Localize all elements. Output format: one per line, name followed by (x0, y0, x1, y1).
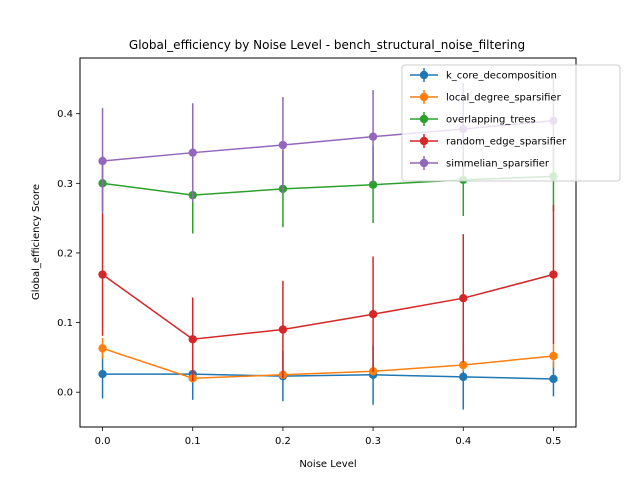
x-tick-label: 0.5 (546, 436, 562, 447)
y-tick-label: 0.0 (57, 388, 73, 399)
legend: k_core_decomposition local_degree_sparsif… (401, 64, 621, 182)
x-tick-label: 0.0 (95, 436, 111, 447)
data-point (368, 132, 378, 141)
chart-title: Global_efficiency by Noise Level - bench… (129, 38, 525, 52)
legend-box (401, 64, 621, 182)
data-point (459, 293, 468, 303)
series-random_edge_sparsifier (98, 204, 558, 382)
data-point (98, 156, 107, 166)
x-axis-label: Noise Level (299, 459, 356, 470)
x-tick-label: 0.1 (185, 436, 201, 447)
legend-label: simmelian_sparsifier (446, 159, 550, 170)
data-point (549, 351, 558, 361)
legend-marker (419, 158, 429, 168)
y-axis-label: Global_efficiency Score (31, 184, 42, 300)
data-point (278, 140, 288, 150)
data-point (98, 270, 107, 279)
legend-label: overlapping_trees (446, 115, 536, 126)
x-axis: 0.0 0.1 0.2 0.3 0.4 0.5 (95, 427, 562, 447)
legend-item: k_core_decomposition (410, 68, 557, 82)
y-tick-label: 0.2 (57, 248, 73, 259)
legend-marker (419, 92, 429, 102)
data-point (549, 270, 558, 279)
data-point (278, 325, 288, 334)
series-line (102, 347, 554, 380)
data-point (459, 372, 468, 382)
legend-marker (419, 114, 429, 124)
y-tick-label: 0.1 (57, 318, 73, 329)
data-point (98, 369, 107, 379)
legend-marker (419, 136, 429, 146)
legend-label: random_edge_sparsifier (446, 137, 567, 148)
data-point (188, 335, 197, 344)
data-point (368, 310, 378, 319)
x-tick-label: 0.2 (275, 436, 291, 447)
data-point (459, 360, 468, 370)
legend-marker (419, 70, 429, 80)
series-line (102, 273, 554, 341)
legend-item: simmelian_sparsifier (410, 156, 550, 170)
data-point (98, 344, 107, 353)
data-point (188, 148, 197, 157)
data-point (368, 180, 378, 189)
plot-frame (79, 57, 577, 428)
legend-item: overlapping_trees (410, 112, 536, 126)
y-tick-label: 0.3 (57, 179, 73, 190)
x-tick-label: 0.3 (365, 436, 381, 447)
legend-label: k_core_decomposition (446, 71, 557, 82)
legend-item: local_degree_sparsifier (410, 90, 562, 104)
y-axis: 0.0 0.1 0.2 0.3 0.4 (57, 109, 80, 399)
y-tick-label: 0.4 (57, 109, 73, 120)
series-line (102, 373, 554, 380)
legend-item: random_edge_sparsifier (410, 134, 567, 148)
data-point (549, 374, 558, 384)
x-tick-label: 0.4 (455, 436, 471, 447)
legend-label: local_degree_sparsifier (446, 93, 562, 104)
